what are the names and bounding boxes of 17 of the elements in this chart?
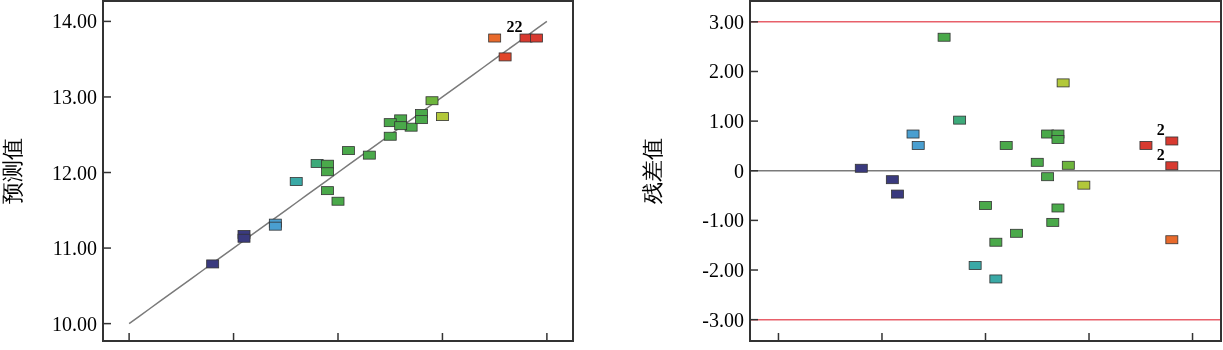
annotation: 2	[1156, 145, 1165, 163]
y-tick-label: -1.00	[702, 209, 744, 232]
y-tick-label: 13.00	[52, 85, 97, 108]
y-tick-label: 1.00	[709, 110, 744, 133]
y-tick-label: -3.00	[702, 308, 744, 331]
y-tick-label: 2.00	[709, 60, 744, 83]
y-tick-label: 11.00	[52, 237, 97, 260]
annotation: 22	[506, 18, 523, 36]
y-tick-label: 10.00	[52, 312, 97, 335]
y-tick-label: 14.00	[52, 10, 97, 33]
y-axis-title: 预测值	[0, 138, 25, 204]
annotation: 2	[1156, 120, 1165, 138]
y-tick-label: 12.00	[52, 161, 97, 184]
y-tick-label: 3.00	[709, 10, 744, 33]
y-tick-label: 0	[734, 159, 744, 182]
y-tick-label: -2.00	[702, 259, 744, 282]
y-axis-title: 残差值	[640, 138, 665, 204]
